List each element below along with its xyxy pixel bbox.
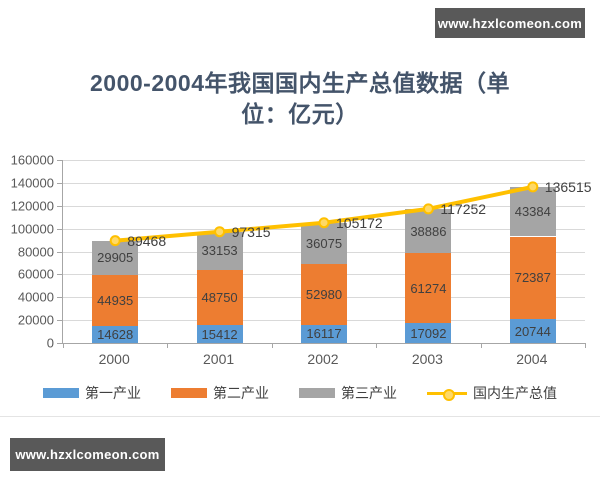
y-axis-label: 140000 — [10, 175, 54, 191]
plot-area: 14628 44935 29905 15412 48750 33153 16117 52980… — [62, 160, 592, 348]
x-axis-tick — [167, 343, 169, 348]
gdp-line-marker — [527, 181, 539, 193]
legend-label-secondary-industry: 第二产业 — [213, 385, 269, 401]
gdp-line-marker — [422, 203, 434, 215]
gdp-value-label: 89468 — [127, 232, 167, 249]
chart-title: 2000-2004年我国国内生产总值数据（单 位：亿元） — [50, 68, 550, 130]
bar-segment-value: 16117 — [306, 326, 342, 342]
y-axis-label: 100000 — [10, 221, 54, 237]
gdp-line-marker — [214, 226, 226, 238]
bar-segment-value: 44935 — [97, 293, 134, 309]
y-axis-tick — [57, 274, 62, 276]
bar-segment: 29905 — [92, 240, 139, 275]
x-axis-label: 2004 — [516, 351, 548, 367]
bar-segment: 16117 — [301, 324, 347, 343]
gdp-value-label: 97315 — [231, 223, 271, 240]
bar-segment-value: 48750 — [201, 290, 238, 305]
x-axis-tick — [480, 343, 482, 348]
y-axis-tick — [57, 205, 62, 207]
bottom-divider — [0, 416, 600, 417]
bar-segment: 48750 — [196, 269, 243, 326]
gdp-value-label: 105172 — [336, 214, 383, 231]
legend-item-gdp-line: 国内生产总值 — [427, 383, 557, 403]
bar-segment: 72387 — [509, 236, 556, 320]
gridline — [63, 205, 585, 207]
y-axis-tick — [57, 251, 62, 253]
bar-segment-value: 36075 — [305, 235, 343, 251]
y-axis-tick — [57, 297, 62, 299]
bar-segment-value: 14628 — [97, 327, 134, 343]
legend-item-primary-industry: 第一产业 — [43, 383, 141, 403]
bar-segment-value: 15412 — [201, 326, 238, 342]
bar-segment: 33153 — [196, 231, 243, 270]
x-axis-tick — [585, 343, 586, 348]
bar-segment-value: 72387 — [514, 270, 551, 286]
y-axis-label: 20000 — [17, 312, 54, 328]
bar-segment-value: 52980 — [305, 286, 343, 302]
legend-swatch-gdp-line — [427, 388, 467, 401]
y-axis-tick — [57, 182, 62, 184]
gdp-line — [109, 181, 539, 247]
watermark-bottom: www.hzxlcomeon.com — [10, 438, 165, 471]
gridline — [63, 182, 585, 184]
y-axis-label: 40000 — [17, 289, 54, 305]
bar-segment: 38886 — [405, 208, 452, 254]
bar-segment-value: 17092 — [410, 325, 447, 341]
y-axis-tick — [57, 160, 62, 161]
gdp-line-marker — [318, 217, 330, 229]
bar-segment: 14628 — [92, 326, 139, 343]
bar-segment: 52980 — [301, 263, 347, 325]
legend-label-tertiary-industry: 第三产业 — [341, 385, 397, 401]
x-axis-label: 2000 — [98, 351, 130, 367]
bar-segment: 17092 — [405, 323, 452, 343]
legend-swatch-primary-industry — [43, 388, 79, 398]
legend-swatch-secondary-industry — [171, 388, 207, 398]
x-axis-label: 2003 — [411, 351, 443, 367]
y-axis-label: 120000 — [10, 198, 54, 214]
gdp-line-marker — [109, 235, 121, 247]
bar-segment-value: 61274 — [410, 280, 447, 296]
bar-segment: 43384 — [509, 186, 556, 237]
bar-segment-value: 38886 — [410, 223, 447, 239]
gridline — [63, 160, 585, 161]
chart-title-line2: 位：亿元） — [241, 101, 359, 128]
bar-segment-value: 33153 — [201, 243, 238, 259]
watermark-top-text: www.hzxlcomeon.com — [437, 15, 583, 31]
y-axis-label: 160000 — [10, 152, 54, 168]
bar-segment: 15412 — [196, 325, 243, 343]
gdp-value-label: 117252 — [440, 200, 487, 217]
legend-label-primary-industry: 第一产业 — [85, 385, 141, 401]
y-axis-tick — [57, 228, 62, 230]
y-axis-label: 60000 — [17, 266, 54, 282]
watermark-top: www.hzxlcomeon.com — [435, 8, 585, 38]
x-axis-label: 2001 — [203, 351, 235, 367]
bar-segment-value: 29905 — [97, 250, 134, 266]
x-axis-label: 2002 — [307, 351, 339, 367]
gdp-value-label: 136515 — [544, 178, 592, 195]
legend-line-marker-icon — [443, 389, 455, 401]
chart-title-line1: 2000-2004年我国国内生产总值数据（单 — [90, 70, 510, 96]
y-axis-tick — [57, 320, 62, 322]
legend-item-secondary-industry: 第二产业 — [171, 383, 269, 403]
bar-segment-value: 43384 — [514, 204, 551, 220]
bar-segment: 61274 — [405, 253, 452, 324]
y-axis-tick — [57, 343, 62, 344]
watermark-bottom-text: www.hzxlcomeon.com — [15, 447, 160, 462]
bar-segment: 20744 — [509, 319, 556, 343]
legend: 第一产业 第二产业 第三产业 国内生产总值 — [0, 383, 600, 403]
bar-segment: 44935 — [92, 274, 139, 327]
legend-swatch-tertiary-industry — [299, 388, 335, 398]
x-axis-tick — [376, 343, 378, 348]
legend-label-gdp: 国内生产总值 — [473, 385, 557, 401]
x-axis-tick — [271, 343, 273, 348]
legend-item-tertiary-industry: 第三产业 — [299, 383, 397, 403]
bar-segment: 36075 — [301, 222, 347, 264]
bar-segment-value: 20744 — [514, 323, 551, 339]
y-axis-label: 0 — [46, 335, 54, 351]
y-axis-label: 80000 — [17, 244, 54, 259]
x-axis-tick — [63, 343, 64, 348]
